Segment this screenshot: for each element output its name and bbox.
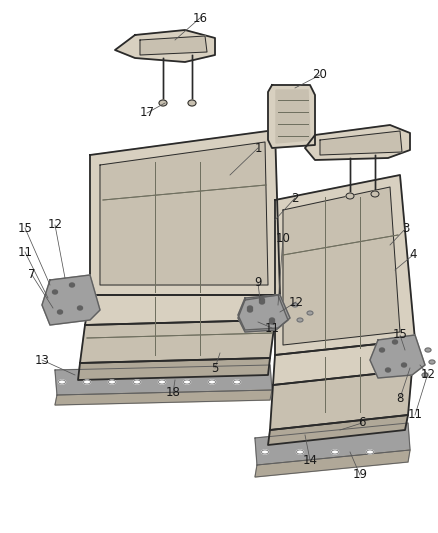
Text: 3: 3 [403,222,410,235]
Text: 6: 6 [358,416,366,430]
Text: 18: 18 [166,386,180,400]
Text: 4: 4 [409,248,417,262]
Polygon shape [268,415,408,445]
Text: 5: 5 [211,361,219,375]
Polygon shape [115,30,215,62]
Ellipse shape [70,283,74,287]
Ellipse shape [385,368,391,372]
Ellipse shape [259,298,265,302]
Ellipse shape [307,311,313,315]
Polygon shape [78,358,270,380]
Polygon shape [276,90,310,143]
Polygon shape [268,85,315,148]
Polygon shape [270,370,412,430]
Ellipse shape [371,191,379,197]
Text: 2: 2 [291,191,299,205]
Ellipse shape [429,360,435,364]
Ellipse shape [188,100,196,106]
Text: 12: 12 [47,219,63,231]
Ellipse shape [109,380,116,384]
Polygon shape [55,390,272,405]
Ellipse shape [159,380,166,384]
Polygon shape [55,365,272,395]
Ellipse shape [134,380,141,384]
Text: 20: 20 [313,69,328,82]
Text: 8: 8 [396,392,404,405]
Ellipse shape [425,348,431,352]
Polygon shape [320,131,402,155]
Ellipse shape [159,100,167,106]
Ellipse shape [346,193,354,199]
Ellipse shape [367,450,374,454]
Ellipse shape [184,380,191,384]
Ellipse shape [292,303,298,307]
Ellipse shape [332,450,339,454]
Text: 14: 14 [303,454,318,466]
Ellipse shape [57,310,63,314]
Ellipse shape [233,380,240,384]
Text: 19: 19 [353,469,367,481]
Text: 10: 10 [276,231,290,245]
Text: 15: 15 [18,222,32,235]
Ellipse shape [247,306,252,310]
Ellipse shape [297,318,303,322]
Text: 11: 11 [265,321,279,335]
Polygon shape [90,130,280,295]
Polygon shape [100,142,268,285]
Text: 17: 17 [139,107,155,119]
Ellipse shape [259,300,265,304]
Ellipse shape [208,380,215,384]
Ellipse shape [402,363,406,367]
Polygon shape [255,423,410,465]
Ellipse shape [78,306,82,310]
Ellipse shape [269,320,275,324]
Text: 1: 1 [254,141,262,155]
Ellipse shape [59,380,66,384]
Polygon shape [238,295,290,330]
Ellipse shape [53,290,57,294]
Ellipse shape [269,318,275,322]
Text: 15: 15 [392,328,407,342]
Ellipse shape [422,373,428,377]
Polygon shape [255,450,410,477]
Ellipse shape [247,308,252,312]
Ellipse shape [392,340,398,344]
Polygon shape [273,340,415,385]
Polygon shape [305,125,410,160]
Text: 12: 12 [420,368,435,382]
Text: 11: 11 [18,246,32,259]
Ellipse shape [379,348,385,352]
Text: 12: 12 [289,295,304,309]
Ellipse shape [297,450,304,454]
Polygon shape [238,295,288,332]
Polygon shape [370,335,425,378]
Ellipse shape [84,380,91,384]
Text: 9: 9 [254,277,262,289]
Polygon shape [275,175,415,355]
Polygon shape [140,36,207,55]
Text: 11: 11 [407,408,423,422]
Ellipse shape [261,450,268,454]
Text: 13: 13 [35,353,49,367]
Polygon shape [85,295,280,325]
Polygon shape [42,275,100,325]
Text: 16: 16 [192,12,208,25]
Polygon shape [283,187,400,345]
Polygon shape [80,320,275,363]
Text: 7: 7 [28,269,36,281]
